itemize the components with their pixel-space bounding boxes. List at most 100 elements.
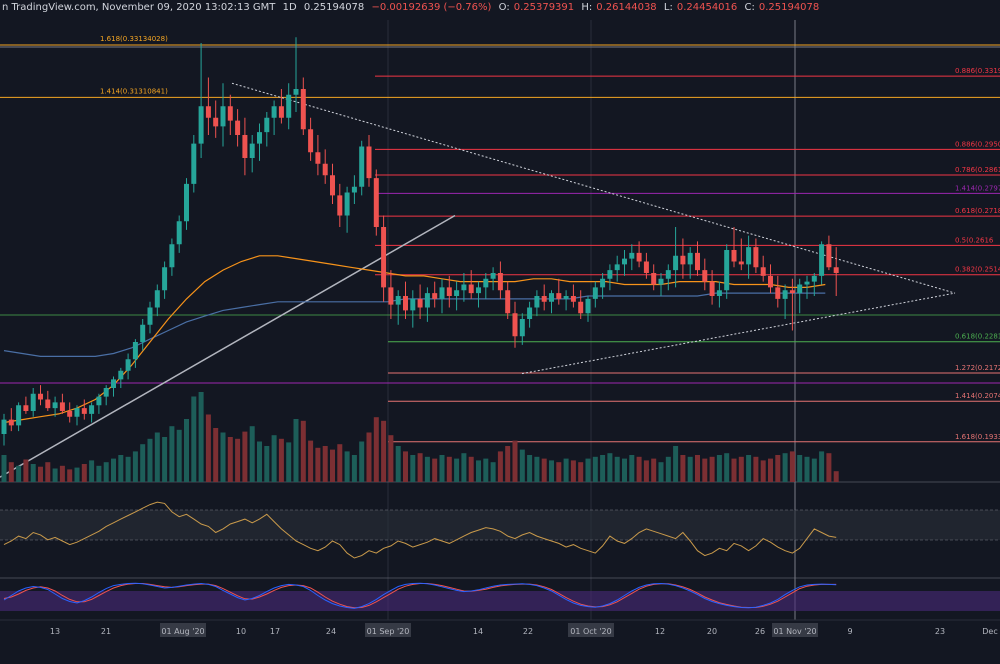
header-close: 0.25194078 (758, 2, 820, 13)
candle-body (227, 106, 233, 121)
candle (23, 396, 29, 414)
x-axis-tick-label: 12 (655, 627, 665, 636)
candle-body (351, 186, 357, 193)
candle-body (702, 270, 708, 282)
x-axis-tick-label: 23 (935, 627, 945, 636)
candle (490, 267, 496, 291)
candle-body (658, 278, 664, 285)
header-interval[interactable]: 1D (282, 2, 297, 13)
volume-bar (439, 455, 445, 482)
candle (8, 408, 14, 432)
volume-bar (527, 455, 533, 482)
candle (96, 393, 102, 414)
candle-body (205, 106, 211, 118)
candle-body (89, 405, 95, 414)
x-axis-tick-label: Dec (982, 627, 997, 636)
candle (760, 255, 766, 282)
candle-body (731, 250, 737, 262)
volume-bar (52, 468, 58, 482)
candle-body (235, 120, 241, 135)
candle (235, 109, 241, 147)
candle-body (753, 247, 759, 268)
candle (257, 123, 262, 161)
candle-body (213, 117, 219, 127)
candle (366, 135, 372, 187)
volume-bar (738, 456, 744, 482)
volume-bar (330, 449, 335, 482)
candle-body (373, 178, 379, 227)
candle-body (308, 129, 314, 153)
x-axis-tick-label: 01 Sep '20 (367, 627, 410, 636)
candle-body (483, 278, 489, 288)
volume-bar (724, 453, 730, 482)
candle (476, 281, 481, 308)
volume-bar (315, 447, 321, 482)
volume-bar (746, 455, 752, 482)
candle (673, 227, 679, 288)
candle-body (264, 117, 270, 133)
candle (519, 313, 525, 345)
candle (658, 273, 664, 296)
volume-bar (227, 437, 233, 482)
candle-body (833, 267, 839, 273)
candle-body (446, 287, 452, 296)
volume-bar (74, 467, 80, 482)
candle (81, 399, 87, 420)
candle (819, 241, 825, 285)
volume-bar (213, 428, 219, 482)
triangle-lower-trendline (521, 292, 956, 375)
rsi-band (0, 510, 1000, 540)
volume-bar (344, 451, 350, 482)
candle-body (52, 402, 58, 409)
candle (716, 281, 722, 308)
candle (249, 135, 255, 173)
candle (103, 385, 109, 406)
volume-bar (337, 444, 343, 482)
volume-bar (366, 432, 372, 482)
candle-body (366, 146, 372, 179)
candle (344, 186, 350, 233)
candle-body (417, 298, 423, 308)
candle (563, 290, 569, 311)
candle (293, 37, 299, 112)
candle-body (768, 275, 773, 288)
candle (330, 163, 335, 204)
candle-body (271, 106, 277, 118)
volume-bar (38, 466, 43, 482)
x-axis-tick-label: 24 (326, 627, 336, 636)
candle-body (461, 284, 467, 291)
volume-bar (1, 455, 7, 482)
volume-bar (760, 460, 766, 482)
candle-body (629, 252, 635, 259)
candle (315, 135, 321, 176)
candle (52, 396, 58, 417)
candle (176, 215, 182, 253)
volume-bar (651, 458, 657, 482)
header-open: 0.25379391 (513, 2, 575, 13)
candle-body (125, 359, 131, 371)
candle (446, 275, 452, 308)
candle (746, 235, 752, 279)
candle-body (23, 405, 29, 411)
candle-body (527, 307, 533, 319)
candle-body (512, 313, 518, 337)
candle-body (198, 106, 204, 144)
volume-bar (658, 462, 664, 482)
candle-body (30, 393, 36, 411)
candle-body (541, 296, 547, 302)
candle-body (388, 287, 394, 305)
candle (169, 238, 175, 276)
fib-level-label: 0.886(0.2950 (955, 140, 1000, 148)
volume-bar (45, 462, 51, 482)
candle-body (395, 296, 401, 305)
candle-body (687, 252, 693, 265)
volume-bar (636, 456, 642, 482)
fib-level-label: 0.618(0.2718 (955, 207, 1000, 215)
candle (395, 290, 401, 325)
candle-body (643, 261, 649, 273)
fib-level-label: 1.618(0.1933 (955, 433, 1000, 441)
x-axis-tick-label: 10 (236, 627, 246, 636)
candle (680, 238, 686, 279)
fib-level-label: 1.272(0.2172 (955, 364, 1000, 372)
